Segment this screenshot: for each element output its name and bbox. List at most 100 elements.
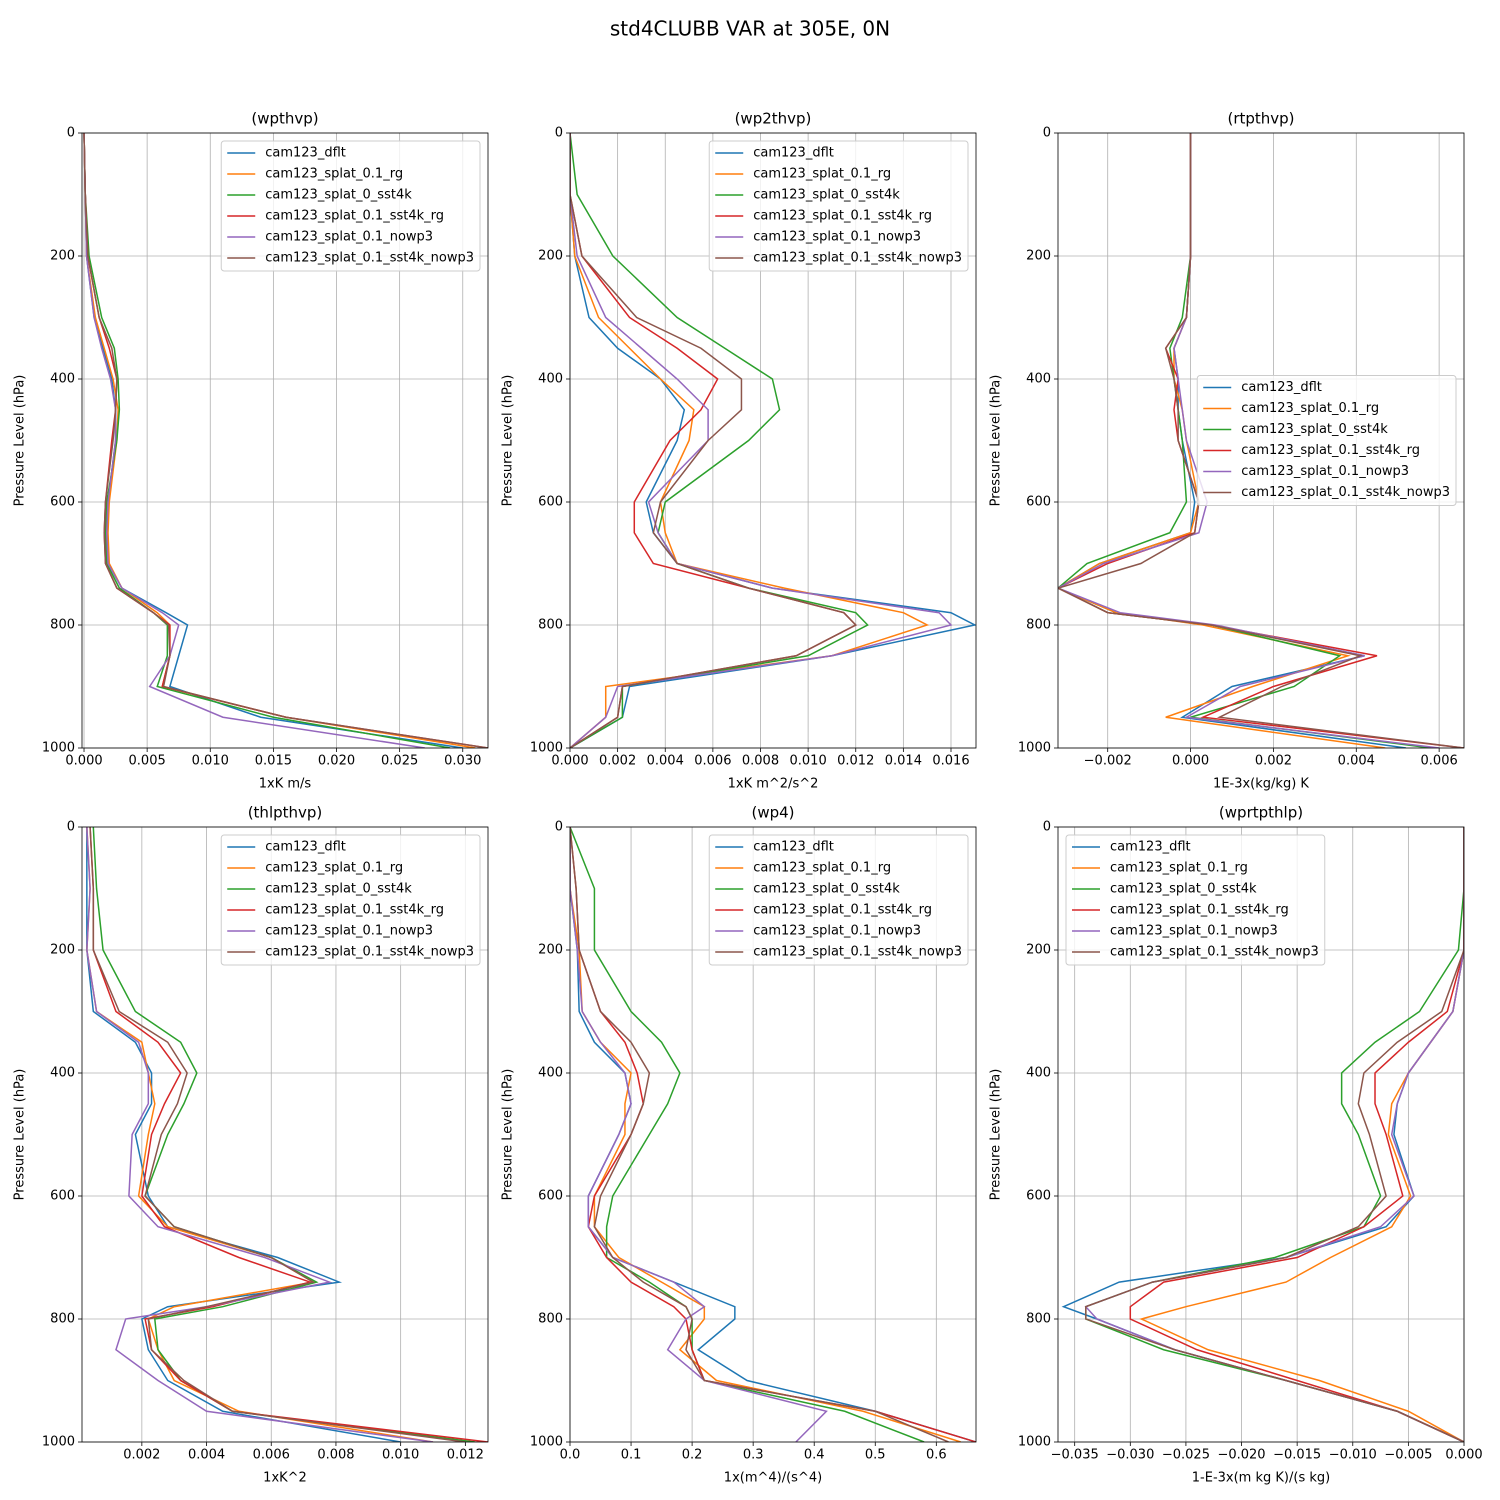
series-line [1129, 827, 1464, 1442]
legend-label: cam123_splat_0_sst4k [753, 188, 900, 203]
x-tick-label: 0.006 [1421, 754, 1458, 769]
series-line [570, 827, 828, 1442]
x-tick-label: 0.004 [188, 1448, 225, 1463]
series-line [1085, 827, 1464, 1442]
legend-label: cam123_dflt [753, 146, 834, 161]
axes-frame [81, 132, 489, 749]
x-tick-label: 0.002 [1255, 754, 1292, 769]
x-tick-label: 0.000 [65, 754, 102, 769]
y-tick-label: 1000 [42, 741, 75, 756]
series-line [570, 133, 869, 748]
legend-label: cam123_dflt [1110, 840, 1191, 855]
y-tick-label: 400 [50, 1066, 75, 1081]
y-tick-label: 1000 [1018, 1435, 1051, 1450]
y-tick-label: 0 [1043, 820, 1051, 835]
legend: cam123_dflt cam123_splat_0.1_rg cam123_spl… [1196, 375, 1457, 506]
y-tick-label: 800 [538, 618, 563, 633]
x-tick-label: 0.000 [1445, 1448, 1482, 1463]
legend-box [708, 140, 969, 272]
series-line [86, 827, 401, 1442]
y-tick-label: 400 [538, 1066, 563, 1081]
x-tick-label: 0.5 [865, 1448, 886, 1463]
y-axis-label: Pressure Level (hPa) [501, 1069, 516, 1201]
panel-title: (wprtpthlp) [1219, 804, 1303, 822]
y-tick-label: 200 [50, 943, 75, 958]
series-line [570, 827, 949, 1442]
legend-label: cam123_splat_0.1_rg [1110, 861, 1248, 876]
x-tick-label: 0.014 [885, 754, 922, 769]
legend-box [220, 834, 481, 966]
x-axis-label: 1E-3x(kg/kg) K [1213, 777, 1309, 792]
axes-frame [569, 132, 977, 749]
y-axis-label: Pressure Level (hPa) [989, 1069, 1004, 1201]
y-tick-label: 200 [538, 249, 563, 264]
x-tick-label: −0.002 [1084, 754, 1132, 769]
x-tick-label: 0.0 [560, 1448, 581, 1463]
panel-title: (wp2thvp) [735, 110, 812, 128]
y-tick-label: 600 [1026, 495, 1051, 510]
x-tick-label: −0.035 [1051, 1448, 1099, 1463]
y-tick-label: 0 [555, 820, 563, 835]
legend-label: cam123_splat_0.1_nowp3 [753, 230, 921, 245]
y-axis-label: Pressure Level (hPa) [13, 1069, 28, 1201]
x-tick-label: 0.010 [790, 754, 827, 769]
series-line [83, 133, 425, 748]
panel: −0.002 0.000 0.002 0.004 0.006 0 200 400 600 800 1… [989, 110, 1465, 792]
legend-label: cam123_splat_0.1_rg [1241, 401, 1379, 416]
y-tick-label: 400 [50, 372, 75, 387]
x-tick-label: 0.4 [804, 1448, 825, 1463]
figure-title: std4CLUBB VAR at 305E, 0N [610, 17, 890, 41]
y-tick-label: 800 [50, 1312, 75, 1327]
legend: cam123_dflt cam123_splat_0.1_rg cam123_spl… [220, 834, 481, 966]
legend-label: cam123_splat_0.1_sst4k_rg [753, 209, 932, 224]
legend-label: cam123_splat_0.1_sst4k_rg [1110, 903, 1289, 918]
panel: 0.000 0.002 0.004 0.006 0.008 0.010 0.012 0.014… [501, 110, 977, 792]
legend: cam123_dflt cam123_splat_0.1_rg cam123_spl… [708, 834, 969, 966]
x-tick-label: 0.016 [932, 754, 969, 769]
y-tick-label: 800 [1026, 618, 1051, 633]
x-tick-label: 0.004 [1338, 754, 1375, 769]
axes-frame [1057, 826, 1465, 1443]
panel: 0.002 0.004 0.006 0.008 0.010 0.012 0 200 400 600… [13, 804, 489, 1486]
panel-title: (wp4) [751, 804, 794, 822]
legend: cam123_dflt cam123_splat_0.1_rg cam123_spl… [220, 140, 481, 272]
x-tick-label: −0.005 [1384, 1448, 1432, 1463]
x-tick-label: 0.008 [317, 1448, 354, 1463]
panel: 0.000 0.005 0.010 0.015 0.020 0.025 0.030 0 200 4… [13, 110, 489, 792]
legend-label: cam123_splat_0_sst4k [265, 188, 412, 203]
legend-label: cam123_splat_0.1_nowp3 [265, 924, 433, 939]
x-tick-label: 0.000 [551, 754, 588, 769]
x-tick-label: 0.6 [926, 1448, 947, 1463]
y-tick-label: 800 [50, 618, 75, 633]
y-axis-label: Pressure Level (hPa) [989, 375, 1004, 507]
x-tick-label: 0.006 [694, 754, 731, 769]
legend-label: cam123_dflt [1241, 380, 1322, 395]
x-tick-label: 0.012 [447, 1448, 484, 1463]
axes-frame [569, 826, 977, 1443]
legend-box [1196, 375, 1457, 506]
x-tick-label: −0.025 [1162, 1448, 1210, 1463]
y-tick-label: 1000 [42, 1435, 75, 1450]
series-line [89, 827, 466, 1442]
y-axis-label: Pressure Level (hPa) [501, 375, 516, 507]
y-tick-label: 0 [1043, 126, 1051, 141]
y-tick-label: 0 [67, 820, 75, 835]
legend-label: cam123_splat_0.1_sst4k_nowp3 [753, 251, 962, 266]
series-line [83, 133, 488, 748]
axes-frame [81, 826, 489, 1443]
y-tick-label: 600 [538, 495, 563, 510]
legend-label: cam123_splat_0.1_rg [265, 861, 403, 876]
legend-label: cam123_splat_0.1_nowp3 [1241, 464, 1409, 479]
legend-box [708, 834, 969, 966]
x-tick-label: 0.010 [382, 1448, 419, 1463]
legend-label: cam123_splat_0.1_nowp3 [753, 924, 921, 939]
panel: −0.035 −0.030 −0.025 −0.020 −0.015 −0.010 −0.0… [989, 804, 1483, 1486]
x-tick-label: −0.020 [1217, 1448, 1265, 1463]
legend-label: cam123_splat_0.1_rg [753, 167, 891, 182]
y-tick-label: 200 [538, 943, 563, 958]
legend-label: cam123_splat_0.1_nowp3 [1110, 924, 1278, 939]
series-line [1058, 133, 1464, 748]
x-tick-label: 0.015 [255, 754, 292, 769]
